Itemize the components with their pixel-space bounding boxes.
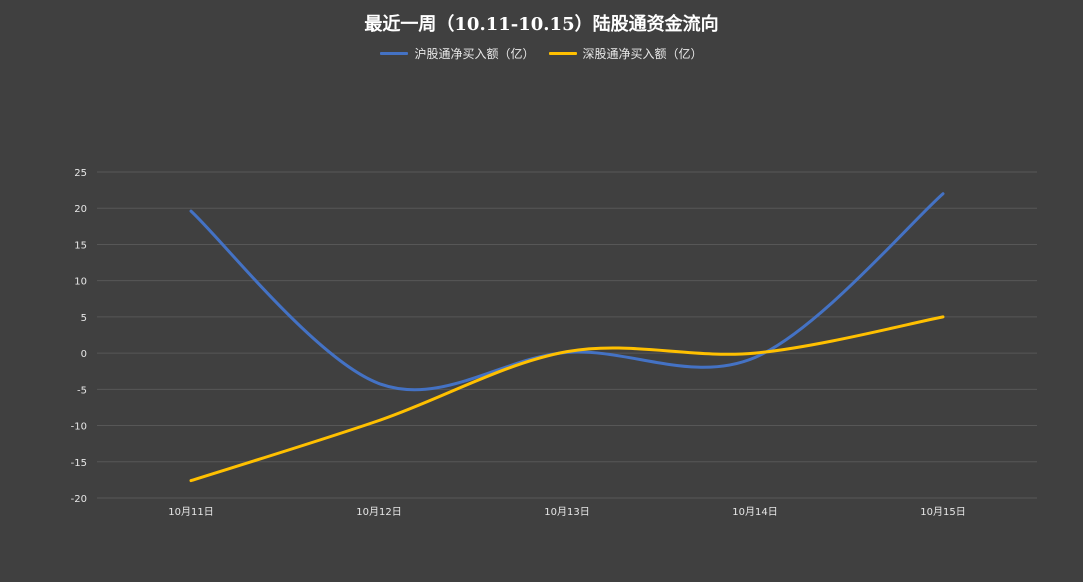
x-tick-label-4: 10月15日: [920, 506, 965, 518]
legend-item-series-1[interactable]: 沪股通净买入额（亿）: [380, 45, 535, 62]
x-tick-label-3: 10月14日: [732, 506, 777, 518]
y-tick-label-1: 20: [74, 204, 87, 215]
y-tick-label-2: 15: [74, 240, 87, 251]
y-tick-label-7: -10: [71, 422, 87, 433]
x-tick-label-2: 10月13日: [544, 506, 589, 518]
x-tick-label-0: 10月11日: [168, 506, 213, 518]
y-tick-label-3: 10: [74, 277, 87, 288]
series-line-2: [189, 315, 945, 483]
legend-swatch-series-1: [380, 52, 409, 55]
x-tick-label-1: 10月12日: [356, 506, 401, 518]
chart-title: 最近一周（10.11-10.15）陆股通资金流向: [364, 14, 719, 35]
y-tick-label-8: -15: [71, 458, 87, 469]
legend: 沪股通净买入额（亿） 深股通净买入额（亿）: [0, 45, 1083, 62]
y-tick-label-0: 25: [74, 168, 87, 179]
y-tick-label-5: 0: [81, 349, 87, 360]
legend-label-series-1: 沪股通净买入额（亿）: [414, 47, 535, 61]
y-tick-label-9: -20: [71, 494, 87, 505]
legend-swatch-series-2: [548, 52, 577, 55]
series-line-1: [189, 192, 945, 392]
legend-item-series-2[interactable]: 深股通净买入额（亿）: [548, 45, 703, 62]
y-tick-label-6: -5: [77, 385, 87, 396]
y-tick-label-4: 5: [81, 313, 87, 324]
legend-label-series-2: 深股通净买入额（亿）: [582, 47, 703, 61]
